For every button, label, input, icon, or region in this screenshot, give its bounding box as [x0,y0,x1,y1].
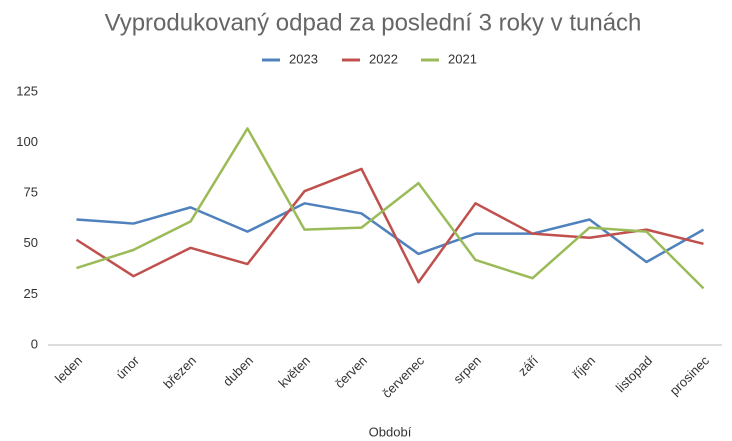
x-tick-label: březen [160,353,199,392]
y-tick-label: 25 [24,286,38,301]
y-tick-label: 50 [24,235,38,250]
x-tick-label: leden [52,353,85,386]
x-tick-label: listopad [613,353,655,395]
chart-title: Vyprodukovaný odpad za poslední 3 roky v… [105,9,642,36]
x-tick-label: červen [332,353,370,391]
x-tick-label: srpen [450,353,484,387]
x-tick-label: září [515,353,541,379]
y-tick-label: 100 [16,134,38,149]
y-tick-label: 75 [24,185,38,200]
x-tick-label: únor [113,352,142,381]
x-tick-label: říjen [570,353,598,381]
series-line [76,127,705,290]
x-tick-label: červenec [379,353,427,401]
series-line [75,167,704,284]
y-tick-label: 125 [16,83,38,98]
x-axis-label: Období [369,424,412,439]
legend-label: 2021 [448,51,477,66]
series-line [76,202,705,264]
y-tick-label: 0 [31,336,38,351]
legend-label: 2023 [289,51,318,66]
x-tick-label: prosinec [667,353,713,399]
x-tick-label: květen [275,353,313,391]
legend-label: 2022 [369,51,398,66]
x-tick-label: duben [220,353,256,389]
